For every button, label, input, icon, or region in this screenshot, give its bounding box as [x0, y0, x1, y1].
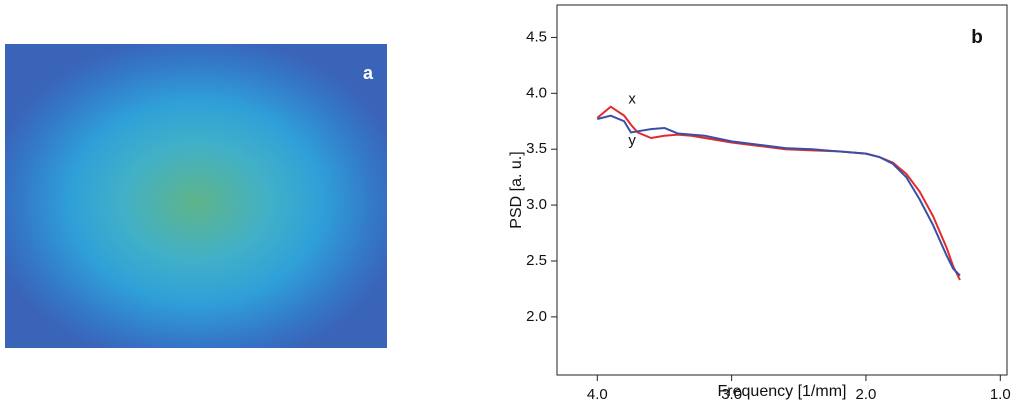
y-tick-label: 4.5 [526, 28, 547, 45]
x-tick-label: 4.0 [587, 386, 608, 401]
plot-frame [556, 4, 1008, 376]
y-tick-label: 2.5 [526, 252, 547, 269]
beam-image [5, 44, 387, 348]
x-tick-label: 3.0 [721, 386, 742, 401]
x-axis-label: Frequency [1/mm] [718, 383, 847, 400]
series-label: y [628, 132, 636, 149]
y-tick-label: 4.0 [526, 84, 547, 101]
x-tick-label: 1.0 [990, 386, 1011, 401]
panel-label: b [971, 27, 983, 48]
y-tick-label: 3.0 [526, 196, 547, 213]
y-axis-label: PSD [a. u.] [508, 151, 525, 228]
y-tick-label: 2.0 [526, 308, 547, 325]
series-label: x [628, 91, 636, 108]
series-line [597, 114, 961, 277]
y-tick-label: 3.5 [526, 140, 547, 157]
panel-label: a [363, 63, 374, 83]
x-tick-label: 2.0 [856, 386, 877, 401]
series-line [596, 105, 961, 281]
